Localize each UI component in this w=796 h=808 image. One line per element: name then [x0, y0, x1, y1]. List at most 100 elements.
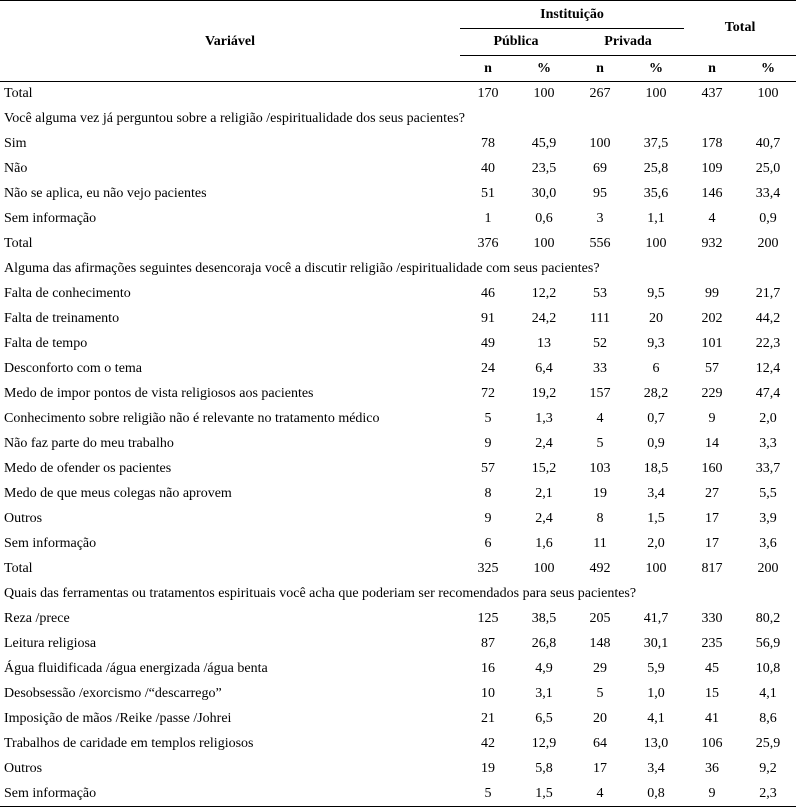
- row-label: Sem informação: [4, 785, 97, 801]
- cell-value: 4,1: [759, 686, 777, 701]
- cell-value: 23,5: [531, 161, 557, 176]
- row-label: Conhecimento sobre religião não é releva…: [4, 411, 380, 426]
- cell-value: 101: [701, 336, 723, 351]
- row-label: Imposição de mãos /Reike /passe /Johrei: [4, 711, 232, 726]
- cell-value: 148: [589, 636, 611, 651]
- cell-value: 229: [701, 386, 723, 401]
- cell-value: 17: [705, 536, 720, 551]
- header-privada: Privada: [572, 28, 685, 56]
- cell-value: 41: [705, 711, 720, 726]
- table-row: Falta de treinamento 91 24,2 111 20 202 44,2: [0, 307, 796, 332]
- cell-value: 25,9: [755, 736, 781, 751]
- cell-value: 2,4: [535, 511, 553, 526]
- cell-value: 40: [481, 161, 495, 176]
- cell-value: 1,3: [535, 411, 553, 426]
- row-label: Sim: [4, 136, 27, 151]
- cell-value: 16: [481, 661, 495, 676]
- section-row: Quais das ferramentas ou tratamentos esp…: [0, 582, 796, 607]
- cell-value: 106: [701, 736, 723, 751]
- cell-value: 3,6: [759, 536, 777, 551]
- cell-value: 4: [708, 211, 716, 226]
- table-row: Trabalhos de caridade em templos religio…: [0, 732, 796, 757]
- row-label: Sem informação: [4, 211, 97, 226]
- cell-value: 21,7: [755, 286, 781, 301]
- cell-value: 160: [701, 461, 723, 476]
- row-label: Sem informação: [4, 536, 97, 551]
- cell-value: 235: [701, 636, 723, 651]
- section-question-label: Alguma das afirmações seguintes desencor…: [4, 261, 600, 276]
- cell-value: 4,1: [647, 711, 665, 726]
- cell-value: 17: [593, 761, 607, 776]
- row-label: Falta de conhecimento: [4, 286, 131, 301]
- section-question-label: Você alguma vez já perguntou sobre a rel…: [4, 111, 465, 126]
- header-instituicao: Instituição: [460, 0, 685, 29]
- cell-value: 29: [593, 661, 607, 676]
- table-row: Medo de impor pontos de vista religiosos…: [0, 382, 796, 407]
- cell-value: 376: [477, 236, 499, 251]
- cell-value: 9,2: [759, 761, 777, 776]
- cell-value: 42: [481, 736, 495, 751]
- row-label: Total: [4, 236, 33, 251]
- cell-value: 11: [593, 536, 607, 551]
- cell-value: 6: [652, 361, 660, 376]
- cell-value: 205: [589, 611, 611, 626]
- cell-value: 21: [481, 711, 495, 726]
- cell-value: 9,5: [647, 286, 665, 301]
- cell-value: 157: [589, 386, 611, 401]
- cell-value: 19: [593, 486, 607, 501]
- table-header: Instituição Total Variável Pública Priva…: [0, 0, 796, 82]
- cell-value: 12,2: [531, 286, 557, 301]
- cell-value: 53: [593, 286, 607, 301]
- table-row: Sem informação 5 1,5 4 0,8 9 2,3: [0, 782, 796, 807]
- cell-value: 5,9: [647, 661, 665, 676]
- cell-value: 35,6: [643, 186, 669, 201]
- cell-value: 492: [589, 561, 611, 576]
- header-variavel: Variável: [204, 34, 256, 49]
- cell-value: 3,1: [535, 686, 553, 701]
- cell-value: 40,7: [755, 136, 781, 151]
- header-n-publica: n: [460, 55, 516, 82]
- table-row: Conhecimento sobre religião não é releva…: [0, 407, 796, 432]
- cell-value: 0,8: [647, 785, 665, 801]
- row-label: Falta de tempo: [4, 336, 88, 351]
- cell-value: 56,9: [755, 636, 781, 651]
- cell-value: 170: [477, 86, 499, 102]
- cell-value: 200: [757, 236, 779, 251]
- header-publica: Pública: [460, 28, 572, 56]
- cell-value: 5: [484, 411, 492, 426]
- cell-value: 100: [533, 86, 555, 102]
- table-row: Outros 19 5,8 17 3,4 36 9,2: [0, 757, 796, 782]
- table-row: Desobsessão /exorcismo /“descarrego” 10 3,…: [0, 682, 796, 707]
- cell-value: 0,9: [647, 436, 665, 451]
- cell-value: 1,5: [647, 511, 665, 526]
- cell-value: 0,9: [759, 211, 777, 226]
- header-total: Total: [684, 0, 796, 56]
- cell-value: 28,2: [643, 386, 669, 401]
- cell-value: 80,2: [755, 611, 781, 626]
- cell-value: 10: [481, 686, 495, 701]
- table-row: Falta de conhecimento 46 12,2 53 9,5 99 21,7: [0, 282, 796, 307]
- cell-value: 3: [596, 211, 604, 226]
- cell-value: 0,7: [647, 411, 665, 426]
- row-label: Outros: [4, 761, 43, 776]
- cell-value: 46: [481, 286, 495, 301]
- cell-value: 100: [645, 236, 667, 251]
- cell-value: 36: [705, 761, 720, 776]
- cell-value: 72: [481, 386, 495, 401]
- cell-value: 8: [484, 486, 492, 501]
- table-row: Imposição de mãos /Reike /passe /Johrei 2…: [0, 707, 796, 732]
- cell-value: 100: [645, 86, 667, 102]
- cell-value: 5: [484, 785, 492, 801]
- row-label: Total: [4, 561, 33, 576]
- cell-value: 33: [593, 361, 607, 376]
- table-row: Total 170 100 267 100 437 100: [0, 82, 796, 107]
- cell-value: 20: [649, 311, 664, 326]
- cell-value: 100: [533, 561, 555, 576]
- cell-value: 100: [757, 86, 779, 102]
- header-row-measures: n % n % n %: [0, 55, 796, 82]
- cell-value: 4: [596, 785, 604, 801]
- cell-value: 1,5: [535, 785, 553, 801]
- cell-value: 25,0: [755, 161, 781, 176]
- row-label: Não: [4, 161, 28, 176]
- cell-value: 49: [481, 336, 495, 351]
